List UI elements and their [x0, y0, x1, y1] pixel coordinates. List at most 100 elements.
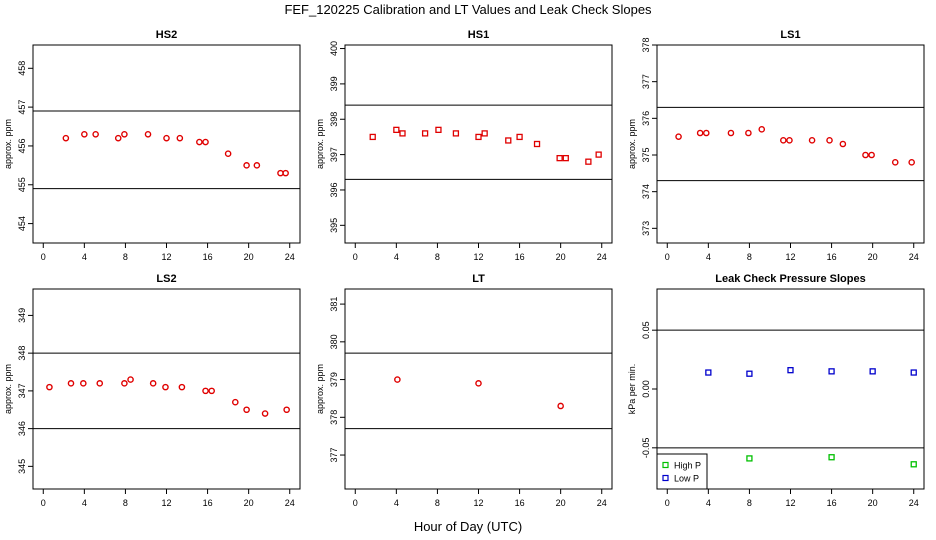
- x-tick-label: 16: [203, 498, 213, 508]
- data-point: [162, 383, 169, 391]
- data-point: [253, 162, 261, 169]
- panel-1: HS2 approx. ppm 0 4 8 12 16 20 24 454 455 456 457 458: [3, 29, 301, 262]
- x-tick-label: 8: [123, 252, 128, 262]
- x-tick-label: 8: [747, 252, 752, 262]
- data-point: [92, 130, 99, 138]
- x-tick-label: 12: [785, 498, 795, 508]
- data-point: [475, 133, 482, 141]
- data-point: [702, 129, 710, 137]
- data-point: [533, 140, 541, 148]
- x-tick-label: 4: [82, 498, 87, 508]
- data-point: [516, 133, 523, 141]
- data-point: [828, 368, 835, 375]
- x-tick-label: 12: [785, 252, 795, 262]
- legend-label: High P: [674, 461, 701, 471]
- data-point: [224, 150, 232, 158]
- legend-label: Low P: [674, 474, 699, 484]
- data-point: [562, 154, 569, 162]
- x-tick-label: 24: [285, 252, 295, 262]
- x-tick-label: 20: [556, 252, 566, 262]
- y-tick-label: 396: [329, 182, 339, 197]
- data-point: [421, 130, 429, 137]
- page-title: FEF_120225 Calibration and LT Values and…: [284, 2, 652, 17]
- panel-title: Leak Check Pressure Slopes: [715, 273, 865, 285]
- y-tick-label: 346: [17, 421, 27, 436]
- y-tick-label: 380: [329, 334, 339, 349]
- data-point: [176, 134, 184, 142]
- data-point: [891, 159, 899, 166]
- data-point: [839, 140, 847, 148]
- x-tick-label: 16: [515, 498, 525, 508]
- x-tick-label: 20: [556, 498, 566, 508]
- y-tick-label: 398: [329, 112, 339, 127]
- y-tick-label: 375: [641, 147, 651, 162]
- legend-marker: [662, 461, 669, 469]
- data-point: [163, 134, 170, 142]
- x-tick-label: 24: [597, 252, 607, 262]
- data-point: [202, 387, 209, 395]
- data-point: [727, 129, 735, 137]
- data-point: [393, 126, 400, 134]
- y-tick-label: -0.05: [641, 438, 651, 459]
- y-tick-label: 399: [329, 76, 339, 91]
- x-tick-label: 12: [161, 498, 171, 508]
- data-point: [149, 380, 157, 387]
- y-tick-label: 381: [329, 297, 339, 312]
- x-tick-label: 16: [203, 252, 213, 262]
- data-point: [283, 406, 290, 414]
- panel-5: LT approx. ppm 0 4 8 12 16 20 24 377 378 379 380 381: [315, 273, 613, 508]
- data-point: [481, 130, 488, 137]
- legend-marker: [662, 474, 669, 482]
- y-tick-label: 349: [17, 308, 27, 323]
- y-tick-label: 400: [329, 41, 339, 56]
- data-point: [475, 380, 482, 387]
- data-point: [862, 151, 869, 159]
- y-tick-label: 379: [329, 372, 339, 387]
- data-point: [705, 369, 712, 376]
- panel-title: LS1: [780, 29, 800, 41]
- data-point: [675, 133, 682, 140]
- panel-title: HS2: [156, 29, 177, 41]
- data-point: [81, 130, 88, 138]
- data-point: [62, 134, 70, 142]
- y-axis-label: approx. ppm: [315, 119, 325, 169]
- x-tick-label: 0: [665, 498, 670, 508]
- x-tick-label: 4: [394, 498, 399, 508]
- data-point: [196, 138, 203, 146]
- x-tick-label: 0: [665, 252, 670, 262]
- data-point: [96, 380, 104, 387]
- y-tick-label: 378: [641, 37, 651, 52]
- x-tick-label: 4: [706, 498, 711, 508]
- data-point: [46, 383, 53, 391]
- x-tick-label: 20: [244, 498, 254, 508]
- plot-frame: [344, 44, 613, 244]
- data-point: [828, 454, 835, 461]
- data-point: [910, 461, 917, 468]
- data-point: [745, 129, 752, 137]
- data-point: [910, 369, 917, 376]
- plot-frame: [344, 288, 613, 490]
- x-tick-label: 8: [435, 498, 440, 508]
- data-point: [121, 130, 128, 138]
- data-point: [435, 126, 442, 134]
- data-point: [556, 154, 563, 162]
- x-tick-label: 8: [123, 498, 128, 508]
- x-tick-label: 4: [82, 252, 87, 262]
- data-point: [780, 137, 787, 144]
- data-point: [758, 126, 766, 133]
- data-point: [243, 162, 250, 169]
- data-point: [585, 158, 592, 165]
- x-tick-label: 20: [868, 252, 878, 262]
- x-tick-label: 8: [747, 498, 752, 508]
- y-tick-label: 347: [17, 383, 27, 398]
- y-tick-label: 455: [17, 177, 27, 192]
- y-tick-label: 454: [17, 216, 27, 231]
- x-tick-label: 4: [394, 252, 399, 262]
- x-tick-label: 0: [353, 498, 358, 508]
- data-point: [369, 133, 376, 141]
- data-point: [80, 380, 87, 387]
- data-point: [121, 380, 128, 387]
- data-point: [144, 130, 152, 138]
- panel-title: HS1: [468, 29, 489, 41]
